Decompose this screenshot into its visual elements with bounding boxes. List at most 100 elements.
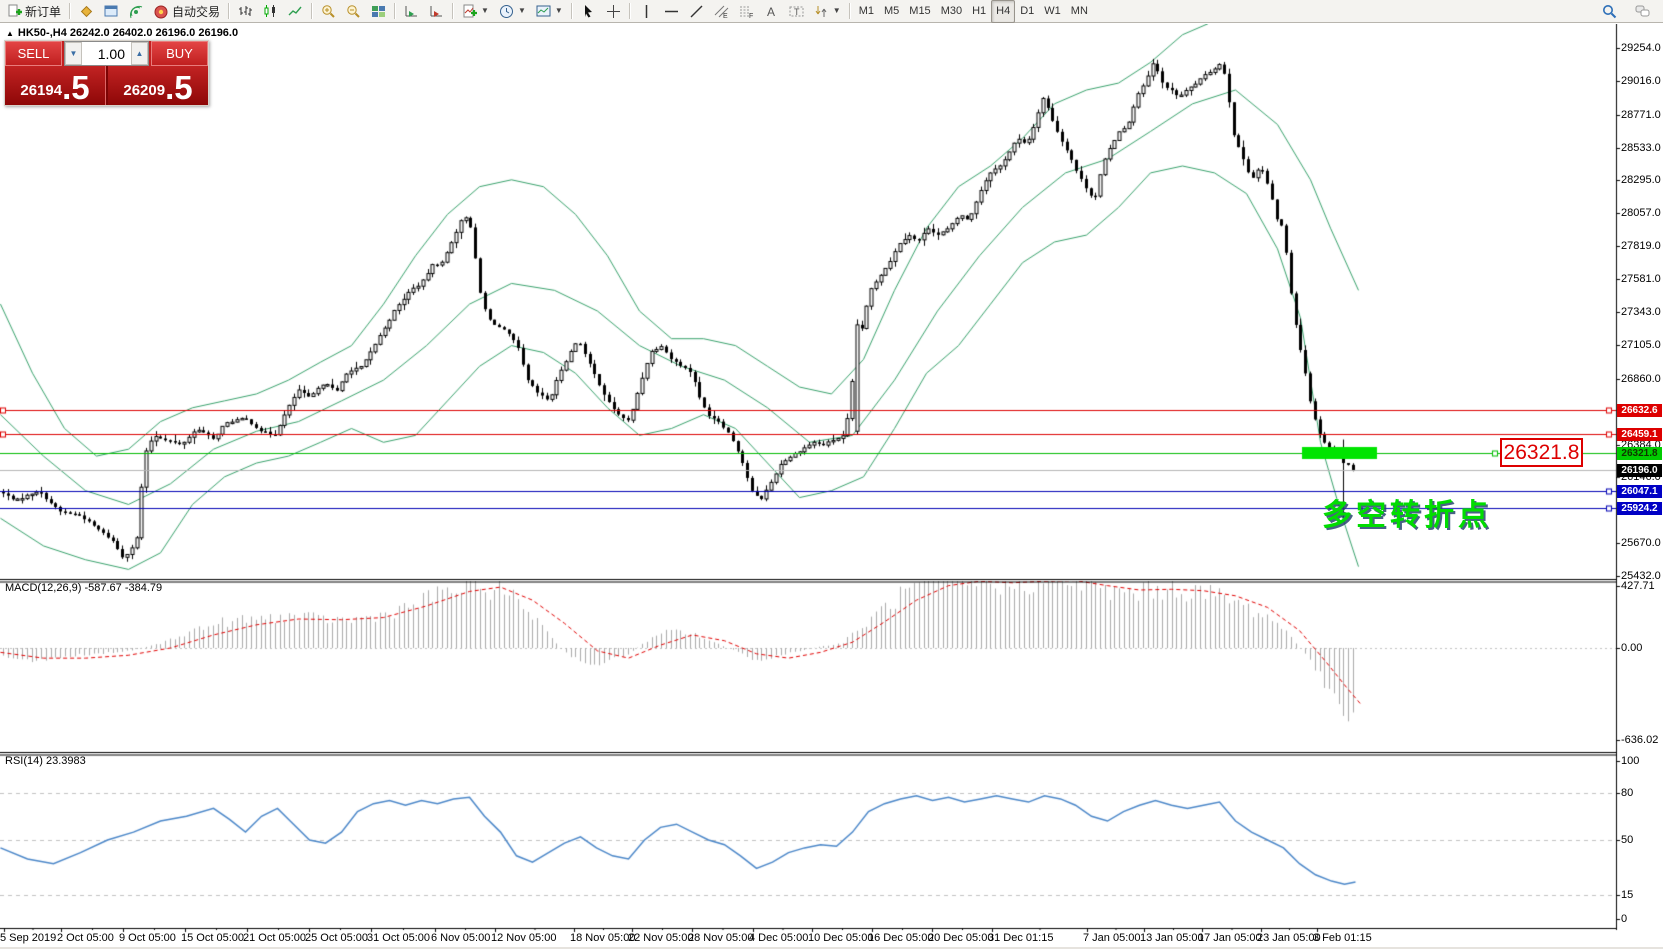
search-button[interactable] bbox=[1597, 0, 1622, 23]
search-icon bbox=[1602, 4, 1617, 19]
time-axis-tick: 17 Jan 05:00 bbox=[1198, 932, 1262, 944]
collapse-arrow-icon[interactable]: ▲ bbox=[6, 29, 14, 38]
text-label-tool-button[interactable]: T bbox=[784, 0, 809, 23]
rsi-axis-tick: 0 bbox=[1621, 913, 1628, 925]
price-tag: 26047.1 bbox=[1617, 485, 1662, 498]
rsi-axis-tick: 50 bbox=[1621, 834, 1634, 846]
cursor-tool-button[interactable] bbox=[576, 0, 601, 23]
symbol-ohlc-text: HK50-,H4 26242.0 26402.0 26196.0 26196.0 bbox=[17, 27, 239, 39]
price-axis-tick: 27105.0 bbox=[1621, 339, 1661, 351]
timeframe-M15-button[interactable]: M15 bbox=[909, 5, 931, 17]
svg-text:A: A bbox=[767, 5, 775, 19]
time-axis-tick: 9 Oct 05:00 bbox=[119, 932, 176, 944]
community-chat-button[interactable] bbox=[1630, 0, 1655, 23]
macd-axis-tick: 427.71 bbox=[1621, 580, 1655, 592]
auto-scroll-button[interactable] bbox=[399, 0, 424, 23]
trendline-tool-button[interactable] bbox=[684, 0, 709, 23]
timeframe-W1-button[interactable]: W1 bbox=[1044, 5, 1061, 17]
macd-indicator-label: MACD(12,26,9) -587.67 -384.79 bbox=[5, 582, 163, 594]
market-signals-button[interactable] bbox=[124, 0, 149, 23]
periods-menu-button[interactable]: ▼ bbox=[494, 0, 531, 23]
chart-shift-button[interactable] bbox=[424, 0, 449, 23]
one-click-trading-panel: SELL ▼ 1.00 ▲ BUY 26194.5 26209.5 bbox=[4, 40, 209, 106]
volume-increase-button[interactable]: ▲ bbox=[131, 42, 148, 65]
svg-text:E: E bbox=[723, 13, 728, 19]
volume-input[interactable]: 1.00 bbox=[97, 45, 125, 62]
price-axis-tick: 29254.0 bbox=[1621, 42, 1661, 54]
volume-decrease-button[interactable]: ▼ bbox=[65, 42, 82, 65]
price-axis-tick: 28295.0 bbox=[1621, 174, 1661, 186]
depth-of-market-button[interactable] bbox=[74, 0, 99, 23]
price-chart-canvas[interactable] bbox=[0, 24, 1663, 949]
caret-down-icon[interactable]: ▼ bbox=[481, 6, 489, 15]
price-axis-tick: 27343.0 bbox=[1621, 306, 1661, 318]
zoom-in-button[interactable] bbox=[316, 0, 341, 23]
caret-down-icon[interactable]: ▼ bbox=[554, 6, 563, 15]
time-axis-tick: 2 Oct 05:00 bbox=[57, 932, 114, 944]
sell-button[interactable]: SELL bbox=[5, 41, 62, 66]
price-axis-tick: 26860.0 bbox=[1621, 373, 1661, 385]
time-axis-tick: 15 Oct 05:00 bbox=[181, 932, 244, 944]
price-axis-tick: 27581.0 bbox=[1621, 273, 1661, 285]
time-axis-tick: 6 Nov 05:00 bbox=[431, 932, 491, 944]
timeframe-MN-button[interactable]: MN bbox=[1070, 5, 1088, 17]
buy-button[interactable]: BUY bbox=[151, 41, 208, 66]
price-axis-tick: 25432.0 bbox=[1621, 570, 1661, 582]
timeframe-M5-button[interactable]: M5 bbox=[884, 5, 900, 17]
price-divider bbox=[105, 66, 108, 105]
caret-down-icon[interactable]: ▼ bbox=[832, 6, 841, 15]
autotrading-button[interactable]: 自动交易 bbox=[149, 0, 225, 23]
turning-point-note[interactable]: 多空转折点 bbox=[1322, 499, 1492, 532]
caret-down-icon[interactable]: ▼ bbox=[517, 6, 526, 15]
macd-axis-tick: -636.02 bbox=[1621, 734, 1659, 746]
time-axis-tick: 12 Nov 05:00 bbox=[491, 932, 557, 944]
rsi-axis-tick: 15 bbox=[1621, 889, 1634, 901]
time-axis-tick: 18 Nov 05:00 bbox=[570, 932, 636, 944]
toolbar-separator bbox=[228, 3, 231, 19]
time-axis-tick: 31 Oct 05:00 bbox=[367, 932, 430, 944]
price-axis-tick: 28057.0 bbox=[1621, 207, 1661, 219]
time-axis-tick: 31 Dec 01:15 bbox=[988, 932, 1054, 944]
chart-region: ▲ HK50-,H4 26242.0 26402.0 26196.0 26196.… bbox=[0, 24, 1663, 949]
crosshair-tool-button[interactable] bbox=[601, 0, 626, 23]
price-annotation-label[interactable]: 26321.8 bbox=[1500, 438, 1583, 467]
window-bottom-edge bbox=[0, 947, 1663, 949]
indicators-menu-button[interactable]: ▼ bbox=[457, 0, 494, 23]
price-axis-tick: 29016.0 bbox=[1621, 75, 1661, 87]
timeframe-H1-button[interactable]: H1 bbox=[972, 5, 987, 17]
rsi-axis-tick: 80 bbox=[1621, 787, 1634, 799]
zoom-out-button[interactable] bbox=[341, 0, 366, 23]
line-chart-mode-button[interactable] bbox=[283, 0, 308, 23]
price-axis-tick: 28533.0 bbox=[1621, 142, 1661, 154]
new-order-label: 新订单 bbox=[25, 4, 62, 19]
fibonacci-tool-button[interactable]: F bbox=[734, 0, 759, 23]
buy-price[interactable]: 26209.5 bbox=[123, 68, 193, 106]
equidistant-channel-tool-button[interactable]: E bbox=[709, 0, 734, 23]
time-axis-tick: 10 Dec 05:00 bbox=[808, 932, 874, 944]
timeframe-M1-button[interactable]: M1 bbox=[858, 5, 874, 17]
timeframe-D1-button[interactable]: D1 bbox=[1020, 5, 1035, 17]
new-chart-button[interactable] bbox=[99, 0, 124, 23]
time-axis-tick: 28 Nov 05:00 bbox=[688, 932, 754, 944]
time-axis-tick: 3 Feb 01:15 bbox=[1313, 932, 1372, 944]
autotrading-label: 自动交易 bbox=[172, 4, 221, 19]
vertical-line-tool-button[interactable] bbox=[634, 0, 659, 23]
sell-price[interactable]: 26194.5 bbox=[20, 68, 90, 106]
arrows-tool-button[interactable]: ▼ bbox=[809, 0, 846, 23]
volume-spinner: ▼ 1.00 ▲ bbox=[64, 41, 149, 66]
text-tool-button[interactable]: A bbox=[759, 0, 784, 23]
time-axis-tick: 20 Dec 05:00 bbox=[928, 932, 994, 944]
candlestick-mode-button[interactable] bbox=[258, 0, 283, 23]
horizontal-line-tool-button[interactable] bbox=[659, 0, 684, 23]
bar-chart-mode-button[interactable] bbox=[233, 0, 258, 23]
toolbar-separator bbox=[311, 3, 314, 19]
timeframe-M30-button[interactable]: M30 bbox=[940, 5, 963, 17]
tile-windows-button[interactable] bbox=[366, 0, 391, 23]
time-axis-tick: 22 Nov 05:00 bbox=[628, 932, 694, 944]
templates-menu-button[interactable]: ▼ bbox=[531, 0, 568, 23]
price-tag: 26196.0 bbox=[1617, 464, 1662, 477]
timeframe-H4-button[interactable]: H4 bbox=[991, 0, 1016, 23]
new-order-button[interactable]: 新订单 bbox=[2, 0, 66, 23]
toolbar-separator bbox=[69, 3, 72, 19]
